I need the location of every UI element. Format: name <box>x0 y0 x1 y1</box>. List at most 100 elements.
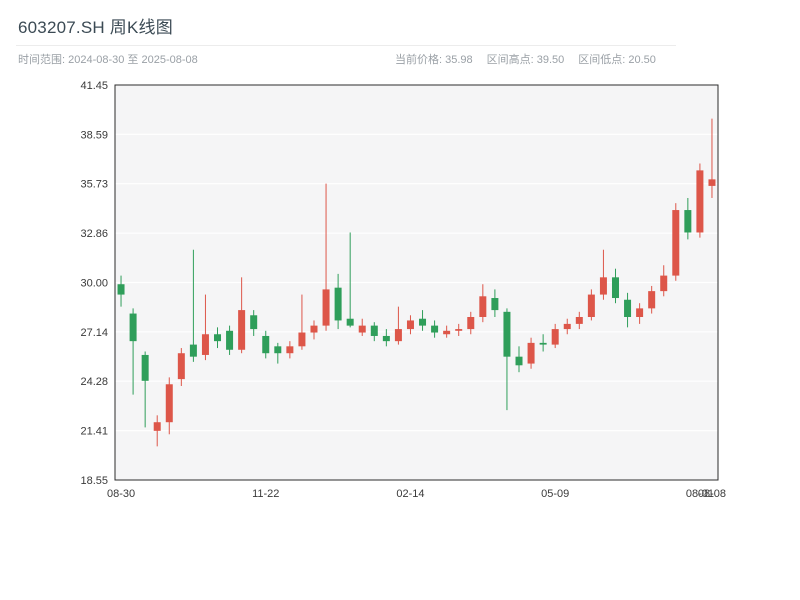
candle-body <box>708 179 716 186</box>
candle-body <box>431 325 439 333</box>
plot-border <box>114 84 719 481</box>
candle-body <box>624 299 632 317</box>
candle-body <box>370 325 378 336</box>
candle <box>189 249 197 362</box>
candle <box>406 315 414 335</box>
candle-body <box>262 335 270 354</box>
candle-body <box>479 296 487 317</box>
candle-body <box>117 284 125 295</box>
candle-body <box>298 332 306 347</box>
y-axis-tick-label: 38.59 <box>80 129 108 141</box>
y-axis-tick-label: 21.41 <box>80 426 108 438</box>
candle <box>467 311 475 335</box>
candle <box>419 310 427 331</box>
candle <box>250 310 258 336</box>
candle-body <box>382 335 390 342</box>
candle-body <box>443 330 451 335</box>
candle-body <box>672 210 680 276</box>
candle-body <box>129 313 137 342</box>
candle <box>479 284 487 323</box>
y-axis-tick-label: 24.28 <box>80 376 108 388</box>
candle <box>684 197 692 240</box>
candle <box>551 323 559 349</box>
candle <box>286 341 294 359</box>
candle-body <box>467 316 475 330</box>
candle <box>129 308 137 395</box>
candle <box>310 320 318 340</box>
candle <box>455 323 463 336</box>
y-axis-tick-label: 18.55 <box>80 475 108 487</box>
candle <box>563 318 571 335</box>
candle <box>358 318 366 336</box>
current-price-label: 当前价格: 35.98 <box>395 54 473 66</box>
candle <box>201 294 209 361</box>
price-summary: 当前价格: 35.98 区间高点: 39.50 区间低点: 20.50 <box>395 51 656 67</box>
candle-body <box>322 289 330 326</box>
candle-body <box>274 346 282 354</box>
candle <box>153 415 161 447</box>
candle <box>660 265 668 297</box>
candle <box>443 325 451 338</box>
x-axis-tick-label: 08-08 <box>698 488 726 500</box>
candle-body <box>515 356 523 366</box>
x-axis-tick-label: 11-22 <box>252 488 279 500</box>
candle <box>177 348 185 386</box>
candle-body <box>238 310 246 350</box>
candle <box>322 183 330 331</box>
candle-body <box>527 342 535 364</box>
y-axis-tick-label: 41.45 <box>80 80 108 92</box>
candle <box>491 289 499 317</box>
candle <box>346 232 354 328</box>
candle <box>648 285 656 314</box>
candle-body <box>551 329 559 345</box>
candle-body <box>286 346 294 354</box>
candle-body <box>141 354 149 381</box>
y-axis-tick-label: 32.86 <box>80 228 108 240</box>
candle-body <box>455 329 463 331</box>
candle <box>431 320 439 338</box>
candle <box>539 334 547 352</box>
candle-body <box>165 384 173 423</box>
candle-body <box>660 275 668 292</box>
candle <box>636 303 644 324</box>
x-axis-tick-label: 08-01 <box>686 488 714 500</box>
candle-body <box>575 316 583 324</box>
candle-body <box>201 334 209 355</box>
candle <box>382 329 390 347</box>
candle <box>672 203 680 281</box>
page-title: 603207.SH 周K线图 <box>18 18 173 37</box>
candle-body <box>394 329 402 342</box>
candle-body <box>189 344 197 357</box>
candle-body <box>310 325 318 333</box>
candle <box>274 342 282 364</box>
candle-body <box>611 277 619 299</box>
candle-body <box>358 325 366 333</box>
candle <box>214 327 222 349</box>
candle-body <box>491 298 499 311</box>
candle-body <box>177 353 185 380</box>
candle-body <box>214 334 222 342</box>
y-axis-tick-label: 30.00 <box>80 278 108 290</box>
candle-body <box>599 277 607 295</box>
candle-body <box>696 170 704 233</box>
x-axis-tick-label: 02-14 <box>396 488 424 500</box>
candle-body <box>153 422 161 431</box>
title-divider <box>16 45 676 46</box>
date-range-label: 时间范围: 2024-08-30 至 2025-08-08 <box>18 54 198 66</box>
candle-body <box>226 330 234 350</box>
candle-body <box>587 294 595 317</box>
candle <box>503 308 511 411</box>
candle-body <box>636 308 644 317</box>
candle-body <box>334 287 342 321</box>
candle <box>515 346 523 373</box>
y-axis-tick-label: 27.14 <box>80 327 108 339</box>
x-axis-tick-label: 05-09 <box>541 488 569 500</box>
candle-body <box>419 318 427 326</box>
candle <box>141 351 149 428</box>
candle <box>394 306 402 345</box>
candle <box>527 337 535 369</box>
candle <box>165 377 173 435</box>
candle-body <box>539 342 547 345</box>
candle <box>587 289 595 321</box>
